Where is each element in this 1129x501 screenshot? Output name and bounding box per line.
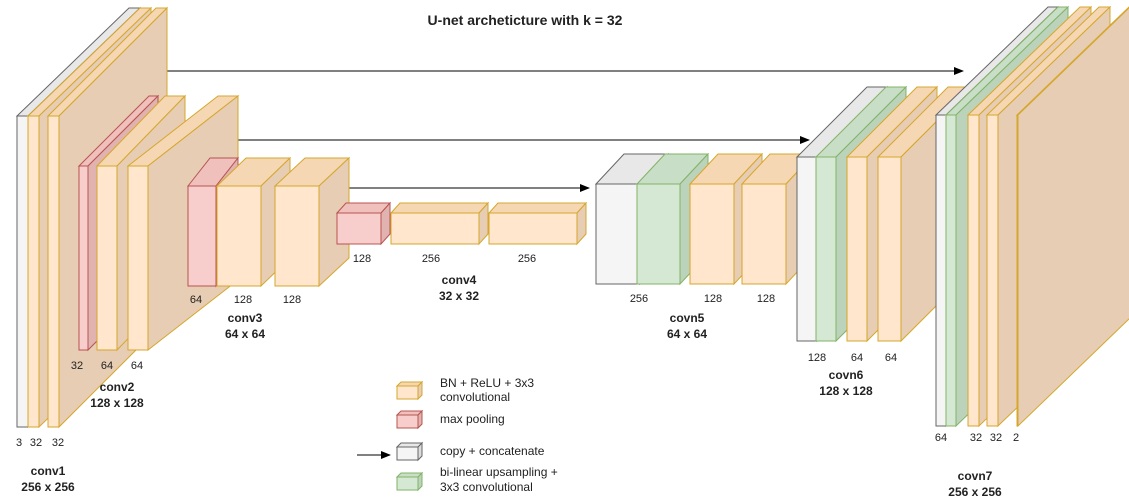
conv4-pool-block — [335, 201, 392, 246]
covn5-up-block — [635, 152, 710, 286]
covn6-stage-name: covn6 — [829, 368, 864, 382]
legend-conv-label: BN + ReLU + 3x3 — [440, 376, 534, 390]
conv1-channel-label: 32 — [30, 437, 42, 449]
conv4-stage-name: conv4 — [442, 273, 477, 287]
conv3-conv-block-2 — [273, 156, 351, 288]
legend-up-label: bi-linear upsampling + — [440, 465, 558, 479]
covn7-channel-label: 32 — [970, 432, 982, 444]
conv3-stage-name: conv3 — [228, 311, 263, 325]
conv2-channel-label: 64 — [101, 360, 113, 372]
conv1-channel-label: 3 — [16, 437, 22, 449]
legend-copy-swatch — [395, 441, 424, 462]
conv4-channel-label: 256 — [422, 253, 440, 265]
legend-pool-label: max pooling — [440, 412, 505, 426]
covn5-channel-label: 128 — [704, 293, 722, 305]
covn6-stage-size: 128 x 128 — [819, 384, 873, 398]
conv2-channel-label: 64 — [131, 360, 143, 372]
legend-conv-label-2: convolutional — [440, 390, 510, 404]
conv3-channel-label: 128 — [234, 294, 252, 306]
covn6-channel-label: 64 — [885, 352, 897, 364]
covn5-stage-size: 64 x 64 — [667, 327, 707, 341]
legend-up-swatch — [395, 471, 424, 492]
conv1-stage-size: 256 x 256 — [21, 480, 75, 494]
conv2-channel-label: 32 — [71, 360, 83, 372]
conv4-conv-block-2 — [487, 201, 588, 246]
conv1-channel-label: 32 — [52, 437, 64, 449]
covn7-stage-name: covn7 — [958, 469, 993, 483]
conv3-stage-size: 64 x 64 — [225, 327, 265, 341]
conv2-stage-name: conv2 — [100, 380, 135, 394]
covn7-channel-label: 2 — [1013, 432, 1019, 444]
covn6-channel-label: 128 — [808, 352, 826, 364]
covn7-output-block — [1015, 6, 1129, 428]
covn6-channel-label: 64 — [851, 352, 863, 364]
legend-up-label-2: 3x3 convolutional — [440, 480, 533, 494]
covn5-channel-label: 256 — [630, 293, 648, 305]
conv4-stage-size: 32 x 32 — [439, 289, 479, 303]
conv4-conv-block-1 — [389, 201, 490, 246]
conv1-stage-name: conv1 — [31, 464, 66, 478]
conv3-channel-label: 128 — [283, 294, 301, 306]
covn7-channel-label: 32 — [990, 432, 1002, 444]
conv4-channel-label: 128 — [353, 253, 371, 265]
blocks — [15, 5, 1129, 429]
conv2-stage-size: 128 x 128 — [90, 396, 144, 410]
legend-conv-swatch — [395, 380, 424, 401]
covn7-stage-size: 256 x 256 — [948, 485, 1002, 499]
diagram-title: U-net archeticture with k = 32 — [428, 12, 623, 28]
labels: 3 32 32 conv1 256 x 256 32 64 64 conv2 128 x 128 6… — [16, 253, 1019, 499]
legend-pool-swatch — [395, 409, 424, 430]
conv4-channel-label: 256 — [518, 253, 536, 265]
conv3-channel-label: 64 — [190, 294, 202, 306]
legend-copy-label: copy + concatenate — [440, 444, 545, 458]
covn5-channel-label: 128 — [757, 293, 775, 305]
skip-connections — [142, 67, 964, 192]
covn5-stage-name: covn5 — [670, 311, 705, 325]
covn7-channel-label: 64 — [935, 432, 947, 444]
